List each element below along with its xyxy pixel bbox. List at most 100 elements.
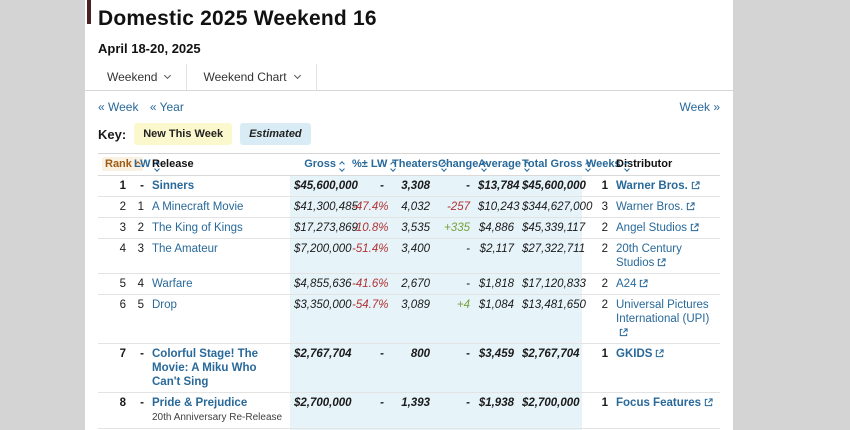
lw-cell: 3 bbox=[137, 242, 144, 255]
gross-cell: $7,200,000 bbox=[290, 238, 352, 273]
chevron-down-icon bbox=[293, 71, 301, 79]
gross-cell: $17,273,869 bbox=[290, 217, 358, 238]
pct-lw-cell: - bbox=[348, 392, 388, 428]
rank-cell: 4 bbox=[119, 242, 126, 255]
total-gross-cell: $17,120,833 bbox=[518, 273, 586, 294]
pct-lw-cell: -54.7% bbox=[348, 294, 388, 343]
change-cell: +4 bbox=[434, 294, 474, 343]
rank-cell: 8 bbox=[119, 396, 126, 409]
theaters-cell: 800 bbox=[388, 343, 434, 392]
estimated-badge: Estimated bbox=[240, 123, 311, 145]
change-cell: - bbox=[434, 392, 474, 428]
average-cell: $10,243 bbox=[474, 196, 520, 217]
theaters-cell: 653 bbox=[388, 428, 434, 430]
main-content: Domestic 2025 Weekend 16 April 18-20, 20… bbox=[85, 0, 733, 430]
table-row: 1 - Sinners $45,600,000 - 3,308 - $13,78… bbox=[98, 175, 720, 196]
header-distributor: Distributor bbox=[616, 158, 673, 170]
header-lw[interactable]: LW bbox=[130, 154, 160, 176]
gross-cell: $1,686,489 bbox=[290, 428, 348, 430]
lw-cell: - bbox=[140, 179, 144, 192]
distributor-link[interactable]: A24 bbox=[616, 278, 649, 290]
average-cell: $2,117 bbox=[474, 238, 518, 273]
lw-cell: - bbox=[140, 347, 144, 360]
distributor-cell: 20th Century Studios bbox=[612, 238, 720, 273]
distributor-link[interactable]: GKIDS bbox=[616, 348, 665, 360]
lw-cell: 4 bbox=[137, 277, 144, 290]
external-link-icon bbox=[658, 257, 666, 266]
release-link[interactable]: The King of Kings bbox=[152, 221, 243, 234]
external-link-icon bbox=[656, 348, 665, 357]
rank-cell: 3 bbox=[119, 221, 126, 234]
legend-key: Key: New This Week Estimated bbox=[98, 123, 720, 145]
average-cell: $1,084 bbox=[474, 294, 518, 343]
rank-cell: 6 bbox=[119, 298, 126, 311]
next-week-link[interactable]: Week » bbox=[679, 100, 720, 114]
gross-cell: $45,600,000 bbox=[290, 175, 358, 196]
weeks-cell: 2 bbox=[601, 242, 608, 255]
external-link-icon bbox=[690, 222, 699, 231]
header-gross[interactable]: Gross bbox=[290, 154, 348, 176]
weekend-dropdown[interactable]: Weekend bbox=[91, 64, 188, 90]
distributor-link[interactable]: 20th Century Studios bbox=[616, 242, 682, 269]
distributor-link[interactable]: Angel Studios bbox=[616, 222, 699, 234]
weekend-chart-dropdown[interactable]: Weekend Chart bbox=[187, 64, 317, 90]
release-link[interactable]: Drop bbox=[152, 298, 177, 311]
weekend-table-body: 1 - Sinners $45,600,000 - 3,308 - $13,78… bbox=[98, 175, 720, 430]
pct-lw-cell: - bbox=[348, 175, 388, 196]
external-link-icon bbox=[704, 397, 713, 406]
distributor-cell: Angel Studios bbox=[612, 217, 720, 238]
weekend-dropdown-label: Weekend bbox=[107, 70, 158, 84]
weekend-box-office-table: Rank LW Release Gross %± LW Theaters Cha… bbox=[98, 153, 720, 430]
total-gross-cell: $13,481,650 bbox=[518, 294, 586, 343]
header-rank[interactable]: Rank bbox=[98, 154, 143, 176]
sort-icon bbox=[153, 161, 160, 172]
pct-lw-cell: -47.4% bbox=[348, 196, 388, 217]
theaters-cell: 1,393 bbox=[388, 392, 434, 428]
weeks-cell: 2 bbox=[601, 298, 608, 311]
distributor-link[interactable]: Warner Bros. bbox=[616, 201, 695, 213]
prev-week-link[interactable]: « Week bbox=[98, 100, 139, 114]
table-row: 9 6 The Chosen: Last Supper Part 3 $1,68… bbox=[98, 428, 720, 430]
release-link[interactable]: Warfare bbox=[152, 277, 193, 290]
date-range: April 18-20, 2025 bbox=[98, 41, 201, 56]
release-link[interactable]: A Minecraft Movie bbox=[152, 200, 244, 213]
lw-cell: - bbox=[140, 396, 144, 409]
total-gross-cell: $11,066,802 bbox=[518, 428, 582, 430]
change-cell: - bbox=[434, 273, 474, 294]
rank-cell: 7 bbox=[119, 347, 126, 360]
sort-icon bbox=[441, 161, 447, 172]
total-gross-cell: $45,339,117 bbox=[518, 217, 585, 238]
header-weeks[interactable]: Weeks bbox=[582, 154, 630, 176]
total-gross-cell: $2,767,704 bbox=[518, 343, 582, 392]
release-link[interactable]: The Amateur bbox=[152, 242, 218, 255]
header-average[interactable]: Average bbox=[474, 154, 530, 176]
release-cell: The Amateur bbox=[148, 238, 290, 273]
lw-cell: 1 bbox=[137, 200, 144, 213]
weeks-cell: 2 bbox=[601, 277, 608, 290]
new-this-week-badge: New This Week bbox=[134, 123, 233, 145]
header-theaters[interactable]: Theaters bbox=[388, 154, 447, 176]
distributor-link[interactable]: Universal Pictures International (UPI) bbox=[616, 299, 709, 339]
external-link-icon bbox=[691, 180, 700, 189]
rank-cell: 5 bbox=[119, 277, 126, 290]
total-gross-cell: $45,600,000 bbox=[518, 175, 586, 196]
release-link[interactable]: Colorful Stage! The Movie: A Miku Who Ca… bbox=[152, 347, 259, 388]
table-row: 6 5 Drop $3,350,000 -54.7% 3,089 +4 $1,0… bbox=[98, 294, 720, 343]
weeks-cell: 1 bbox=[601, 179, 608, 192]
header-pct-lw[interactable]: %± LW bbox=[348, 154, 397, 176]
average-cell: $3,459 bbox=[474, 343, 518, 392]
distributor-link[interactable]: Warner Bros. bbox=[616, 180, 700, 192]
pct-lw-cell: - bbox=[348, 343, 388, 392]
header-total-gross[interactable]: Total Gross bbox=[518, 154, 592, 176]
prev-year-link[interactable]: « Year bbox=[149, 100, 184, 114]
total-gross-cell: $27,322,711 bbox=[518, 238, 585, 273]
release-cell: A Minecraft Movie bbox=[148, 196, 290, 217]
key-label: Key: bbox=[98, 126, 127, 142]
release-link[interactable]: Pride & Prejudice bbox=[152, 396, 248, 409]
change-cell: - bbox=[434, 238, 474, 273]
release-link[interactable]: Sinners bbox=[152, 179, 195, 192]
rank-cell: 1 bbox=[119, 179, 126, 192]
header-change[interactable]: Change bbox=[434, 154, 488, 176]
table-row: 2 1 A Minecraft Movie $41,300,485 -47.4%… bbox=[98, 196, 720, 217]
distributor-link[interactable]: Focus Features bbox=[616, 397, 713, 409]
